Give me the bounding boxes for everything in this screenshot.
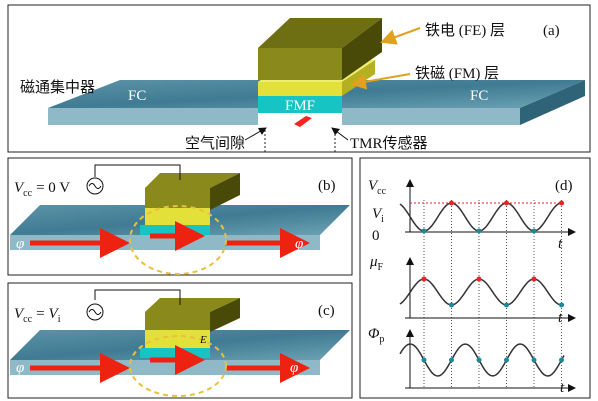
level-label: Vi [372,206,384,225]
fe-layer-label: 铁电 (FE) 层 [425,22,505,39]
field-label: E [199,334,207,346]
panel-b: Vcc= 0 V (b) φ φ [8,158,352,275]
y-label: μF [369,254,384,273]
fmf-block [140,348,210,358]
marker-dot [477,277,482,282]
marker-dot [477,229,482,234]
panel-label: (c) [318,303,335,319]
air-gap-label: 空气间隙 [185,135,245,152]
tmr-sensor-label: TMR传感器 [350,135,428,152]
level-label: 0 [372,228,380,244]
marker-dot [477,358,482,363]
arrow [245,128,266,140]
panel-label: (b) [318,178,336,194]
waveform [400,279,564,305]
waveform [400,203,564,231]
arrow [382,28,420,42]
flux-label: φ [295,236,303,252]
y-label: Φp [368,326,384,345]
marker-dot [449,303,454,308]
marker-dot [532,229,537,234]
y-label: Vcc [368,178,387,197]
marker-dot [422,358,427,363]
figure: 铁电 (FE) 层 (a) 铁磁 (FM) 层 磁通集中器 FC FC FMF … [0,0,598,401]
marker-dot [422,229,427,234]
flux-label: φ [16,236,24,252]
fm-layer-front [258,82,342,96]
panel-frame [360,158,590,398]
voltage-label: Vcc= 0 V [14,180,70,199]
panel-a: 铁电 (FE) 层 (a) 铁磁 (FM) 层 磁通集中器 FC FC FMF … [8,5,590,152]
x-label: t [558,236,563,252]
fe-layer-front [258,48,342,80]
voltage-label: Vcc=Vi [14,306,61,325]
panel-label: (d) [555,178,573,194]
marker-dot [532,277,537,282]
marker-dot [504,303,509,308]
panel-c: Vcc=Vi (c) E φ φ [8,283,352,398]
fmf-label: FMF [285,98,315,114]
flux-label: φ [16,360,24,376]
flux-label: φ [290,360,298,376]
panel-label: (a) [543,23,560,39]
marker-dot [532,358,537,363]
fc-label: FC [470,88,488,104]
marker-dot [559,303,564,308]
flux-concentrator-label: 磁通集中器 [20,79,95,96]
fm-layer-label: 铁磁 (FM) 层 [415,65,499,82]
marker-dot [559,358,564,363]
fc-label: FC [128,88,146,104]
marker-dot [449,358,454,363]
panel-d: (d) Vcc Vi 0 t μF t Φp t [360,158,590,398]
marker-dot [422,277,427,282]
marker-dot [504,358,509,363]
